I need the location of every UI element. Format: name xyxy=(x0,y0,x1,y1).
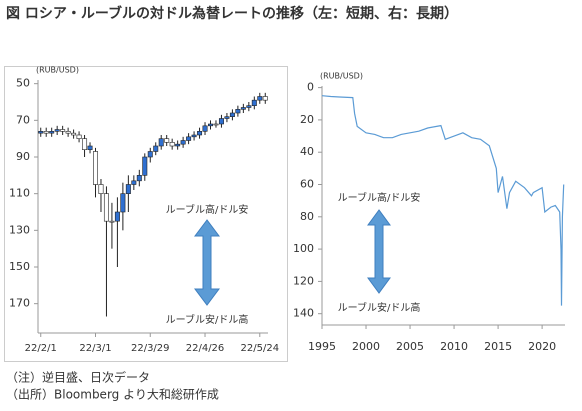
candle-body xyxy=(208,123,213,127)
x-tick-label: 2005 xyxy=(396,340,424,353)
annotation: ルーブル高/ドル安 xyxy=(166,203,249,216)
source: （出所）Bloomberg より大和総研作成 xyxy=(6,388,219,402)
x-tick-label: 22/3/1 xyxy=(79,343,111,354)
title: 図 ロシア・ルーブルの対ドル為替レートの推移（左：短期、右：長期） xyxy=(6,5,458,22)
arrow-right xyxy=(367,209,391,294)
candle-body xyxy=(49,131,55,134)
candle-body xyxy=(164,138,170,143)
annotation: ルーブル高/ドル安 xyxy=(338,191,421,204)
y-tick-label: 0 xyxy=(307,81,314,94)
candle-body xyxy=(131,180,137,185)
candle-body xyxy=(229,112,235,117)
y-tick-label: 20 xyxy=(300,113,314,126)
candle-body xyxy=(240,107,246,110)
candle-body xyxy=(98,184,104,194)
note: （注）逆目盛、日次データ xyxy=(6,370,150,385)
unit-label: (RUB/USD) xyxy=(320,72,363,81)
x-tick-label: 22/4/26 xyxy=(186,343,225,354)
candle-body xyxy=(147,151,153,158)
candle-body xyxy=(136,175,142,182)
x-tick-label: 2015 xyxy=(484,340,512,353)
candle-body xyxy=(153,145,159,152)
candle-body xyxy=(246,105,252,108)
candle-body xyxy=(109,220,115,223)
y-tick-label: 150 xyxy=(9,260,30,273)
candle-body xyxy=(43,131,49,134)
candle-body xyxy=(54,129,60,132)
annotation: ルーブル安/ドル高 xyxy=(166,313,249,326)
y-tick-label: 120 xyxy=(293,274,314,287)
y-tick-label: 100 xyxy=(293,242,314,255)
candle-body xyxy=(262,96,268,101)
candle-body xyxy=(197,131,203,136)
x-tick-label: 22/5/24 xyxy=(241,343,280,354)
candle-body xyxy=(87,145,93,150)
y-tick-label: 140 xyxy=(293,307,314,320)
y-tick-label: 60 xyxy=(300,178,314,191)
arrow-left xyxy=(194,219,220,306)
candle-body xyxy=(251,99,257,106)
candle-body xyxy=(202,125,208,132)
candle-body xyxy=(60,129,66,132)
candle-body xyxy=(191,134,197,138)
candle-body xyxy=(142,156,148,176)
candle-body xyxy=(180,140,186,145)
candle-body xyxy=(224,116,230,119)
candle-body xyxy=(114,211,120,222)
candle-body xyxy=(93,151,98,185)
annotation: ルーブル安/ドル高 xyxy=(338,301,421,314)
y-tick-label: 90 xyxy=(16,150,30,163)
y-tick-label: 170 xyxy=(9,297,30,310)
y-tick-label: 50 xyxy=(16,77,30,90)
candle-body xyxy=(175,143,181,147)
candle-body xyxy=(235,109,241,114)
candle-body xyxy=(158,138,164,147)
x-tick-label: 2000 xyxy=(352,340,380,353)
candle-body xyxy=(103,193,109,222)
candle-body xyxy=(71,132,77,136)
candle-body xyxy=(38,131,44,134)
y-tick-label: 80 xyxy=(300,210,314,223)
candle-body xyxy=(82,138,88,150)
y-tick-label: 70 xyxy=(16,113,30,126)
candle-body xyxy=(120,193,126,213)
candle-body xyxy=(76,134,82,139)
candle-body xyxy=(218,118,224,125)
x-tick-label: 2010 xyxy=(440,340,468,353)
candle-body xyxy=(186,136,192,141)
candle-body xyxy=(213,123,219,126)
candle-body xyxy=(65,131,71,134)
x-tick-label: 1995 xyxy=(308,340,336,353)
y-tick-label: 40 xyxy=(300,145,314,158)
x-tick-label: 22/2/1 xyxy=(25,343,57,354)
y-tick-label: 110 xyxy=(9,187,30,200)
left-panel xyxy=(4,66,288,362)
unit-label: (RUB/USD) xyxy=(36,66,79,75)
x-tick-label: 2020 xyxy=(528,340,556,353)
candle-body xyxy=(257,96,263,101)
x-tick-label: 22/3/29 xyxy=(131,343,170,354)
candle-body xyxy=(125,184,131,194)
candle-body xyxy=(169,142,175,147)
line-series xyxy=(321,95,565,306)
y-tick-label: 130 xyxy=(9,223,30,236)
